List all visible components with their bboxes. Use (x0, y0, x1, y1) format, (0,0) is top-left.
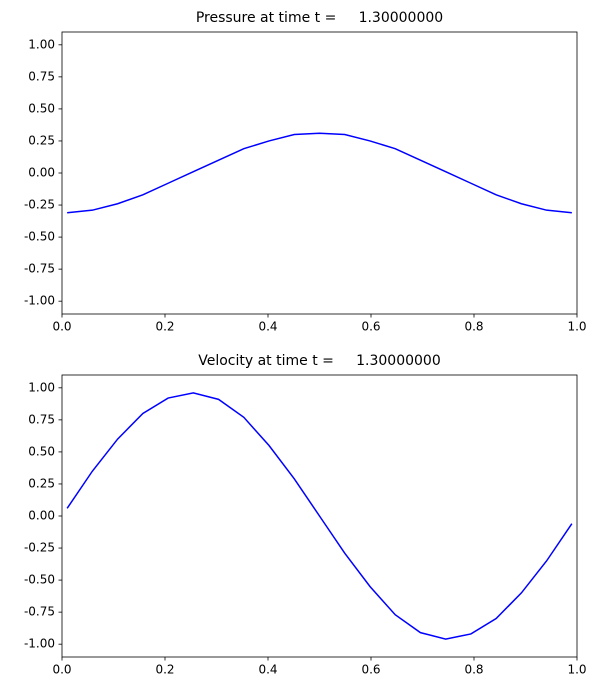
y-tick-label: 1.00 (28, 37, 55, 51)
y-tick-label: -0.50 (24, 230, 55, 244)
x-tick-label: 0.2 (155, 320, 174, 334)
x-tick-label: 0.8 (464, 663, 483, 677)
y-tick-label: 0.50 (28, 101, 55, 115)
axes-frame (61, 31, 578, 315)
y-tick-label: -1.00 (24, 637, 55, 651)
y-tick-label: -0.25 (24, 541, 55, 555)
y-tick-label: -0.25 (24, 198, 55, 212)
y-tick-label: 0.25 (28, 133, 55, 147)
x-tick-label: 0.0 (52, 663, 71, 677)
chart-title: Velocity at time t = 1.30000000 (198, 353, 441, 369)
axes-frame (61, 374, 578, 658)
x-tick-label: 0.6 (361, 663, 380, 677)
y-tick-label: -0.75 (24, 605, 55, 619)
x-tick-label: 0.8 (464, 320, 483, 334)
x-tick-label: 0.0 (52, 320, 71, 334)
chart-title: Pressure at time t = 1.30000000 (196, 10, 443, 26)
y-tick-label: 0.25 (28, 476, 55, 490)
y-tick-label: 0.00 (28, 509, 55, 523)
x-tick-label: 1.0 (567, 320, 586, 334)
y-tick-label: 0.00 (28, 166, 55, 180)
x-tick-label: 0.6 (361, 320, 380, 334)
x-tick-label: 0.2 (155, 663, 174, 677)
line-series (66, 392, 573, 640)
y-tick-label: 0.75 (28, 412, 55, 426)
y-tick-label: -0.75 (24, 262, 55, 276)
x-tick-label: 1.0 (567, 663, 586, 677)
y-tick-label: 1.00 (28, 380, 55, 394)
y-tick-label: 0.50 (28, 444, 55, 458)
x-tick-label: 0.4 (258, 320, 277, 334)
y-tick-label: 0.75 (28, 69, 55, 83)
x-tick-label: 0.4 (258, 663, 277, 677)
y-tick-label: -0.50 (24, 573, 55, 587)
line-series (67, 132, 572, 214)
y-tick-label: -1.00 (24, 294, 55, 308)
